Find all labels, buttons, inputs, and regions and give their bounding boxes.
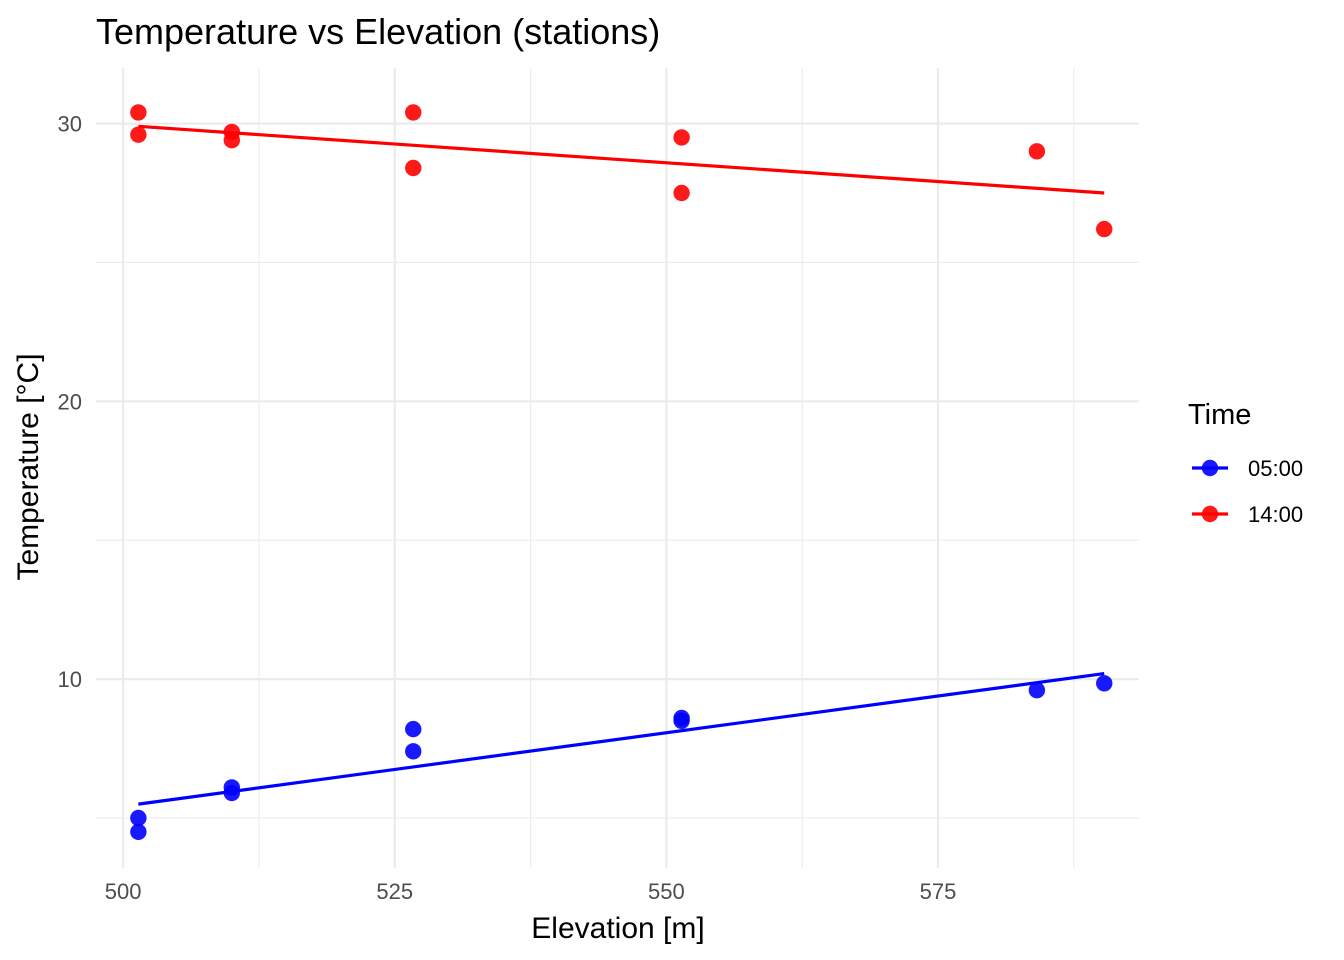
data-point-0500 [130,823,147,841]
legend-key-point [1201,505,1219,523]
legend-key-point [1201,459,1219,477]
x-tick-label: 550 [648,879,685,904]
y-tick-label: 20 [58,389,82,414]
legend-item-1400: 14:00 [1192,502,1303,527]
data-point-0500 [405,720,422,738]
data-point-0500 [405,743,422,760]
data-point-1400 [130,104,147,121]
y-tick-label: 10 [58,667,82,692]
x-axis-title: Elevation [m] [531,912,704,945]
data-point-1400 [405,159,422,177]
minor-gridlines [96,68,1139,868]
data-point-1400 [130,126,147,143]
data-point-1400 [1028,143,1046,160]
data-point-1400 [1096,220,1113,238]
trend-line-1400 [138,124,1105,195]
legend-label: 14:00 [1248,502,1303,527]
chart-title: Temperature vs Elevation (stations) [96,11,660,52]
y-tick-label: 30 [58,112,82,137]
y-axis-title: Temperature [°C] [12,353,45,580]
data-point-1400 [223,132,241,149]
data-point-0500 [673,712,690,729]
legend-title: Time [1188,399,1251,431]
data-point-1400 [405,104,422,121]
data-point-0500 [1028,682,1046,699]
y-axis-ticks: 10 20 30 [58,112,82,693]
legend-item-0500: 05:00 [1192,456,1303,481]
data-point-0500 [130,809,147,827]
data-point-1400 [673,129,690,146]
data-point-0500 [223,784,241,802]
x-tick-label: 525 [376,879,413,904]
legend: Time 05:00 14:00 [1188,399,1303,527]
data-point-1400 [673,184,690,202]
major-gridlines [96,68,1139,868]
trend-line-0500 [138,671,1105,806]
data-points [130,104,1113,841]
x-axis-ticks: 500 525 550 575 [105,879,957,904]
x-tick-label: 575 [920,879,957,904]
legend-label: 05:00 [1248,456,1303,481]
trend-lines [138,124,1105,806]
data-point-0500 [1096,675,1113,692]
x-tick-label: 500 [105,879,142,904]
